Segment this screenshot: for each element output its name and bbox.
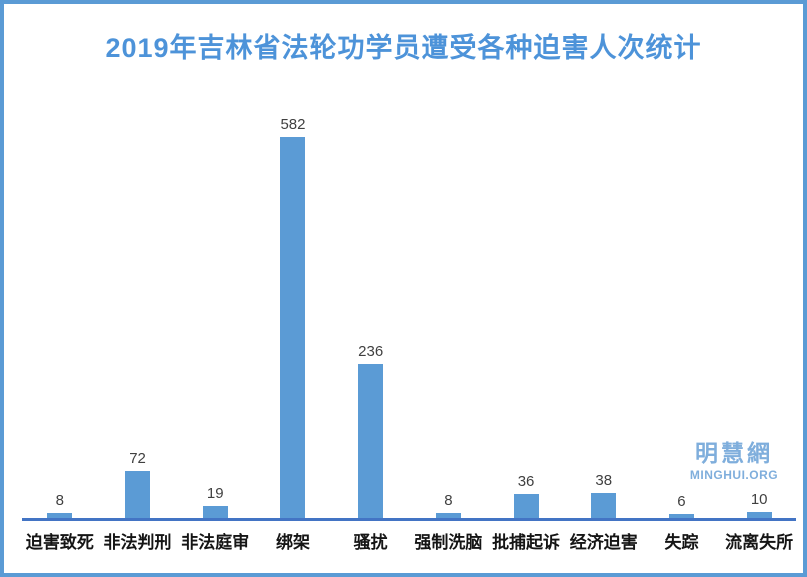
bar (358, 363, 384, 518)
bar-value-label: 38 (595, 472, 613, 490)
bar (668, 514, 694, 518)
bar (591, 493, 617, 518)
bar-value-label: 8 (55, 491, 65, 509)
bar (435, 512, 461, 518)
bars-row: 8 72 19 582 236 8 36 38 6 10 (21, 88, 798, 518)
bar (125, 470, 151, 518)
bar-slot: 72 (99, 88, 177, 518)
category-label: 强制洗脑 (414, 533, 483, 552)
x-axis-line (22, 518, 796, 521)
bar (47, 512, 73, 518)
bar-value-label: 582 (280, 116, 306, 133)
category-label: 迫害致死 (25, 533, 94, 552)
bar-slot: 36 (487, 88, 565, 518)
category-label: 骚扰 (353, 533, 388, 552)
bar-slot: 6 (643, 88, 721, 518)
bar-slot: 8 (410, 88, 488, 518)
minghui-watermark: 明慧網 MINGHUI.ORG (664, 441, 803, 482)
bar-value-label: 6 (677, 493, 686, 511)
bar-slot: 8 (21, 88, 99, 518)
bar (746, 511, 772, 518)
category-label: 经济迫害 (569, 533, 638, 552)
bar-value-label: 19 (206, 484, 224, 502)
bar-value-label: 236 (358, 342, 384, 360)
chart-title: 2019年吉林省法轮功学员遭受各种迫害人次统计 (105, 33, 702, 63)
bar-slot: 236 (332, 88, 410, 518)
bar-slot: 19 (176, 88, 254, 518)
category-label: 失踪 (664, 533, 699, 552)
category-labels-row: 迫害致死 非法判刑 非法庭审 绑架 骚扰 强制洗脑 批捕起诉 经济迫害 失踪 流离失所 (21, 528, 798, 553)
watermark-chinese-text: 明慧網 (695, 441, 773, 466)
category-label: 绑架 (275, 533, 310, 552)
bar (202, 505, 228, 518)
category-label: 流离失所 (725, 533, 794, 552)
bar-value-label: 10 (750, 490, 768, 508)
bar-slot: 10 (720, 88, 798, 518)
bar-slot: 582 (254, 88, 332, 518)
watermark-url-text: MINGHUI.ORG (689, 468, 779, 482)
bar (280, 137, 306, 518)
bar-value-label: 8 (444, 491, 453, 509)
category-label: 非法判刑 (103, 533, 172, 552)
bar (513, 494, 539, 518)
category-label: 非法庭审 (181, 533, 250, 552)
category-label: 批捕起诉 (492, 533, 561, 552)
bar-value-label: 36 (517, 473, 535, 491)
bar-value-label: 72 (129, 449, 146, 467)
bar-slot: 38 (565, 88, 643, 518)
